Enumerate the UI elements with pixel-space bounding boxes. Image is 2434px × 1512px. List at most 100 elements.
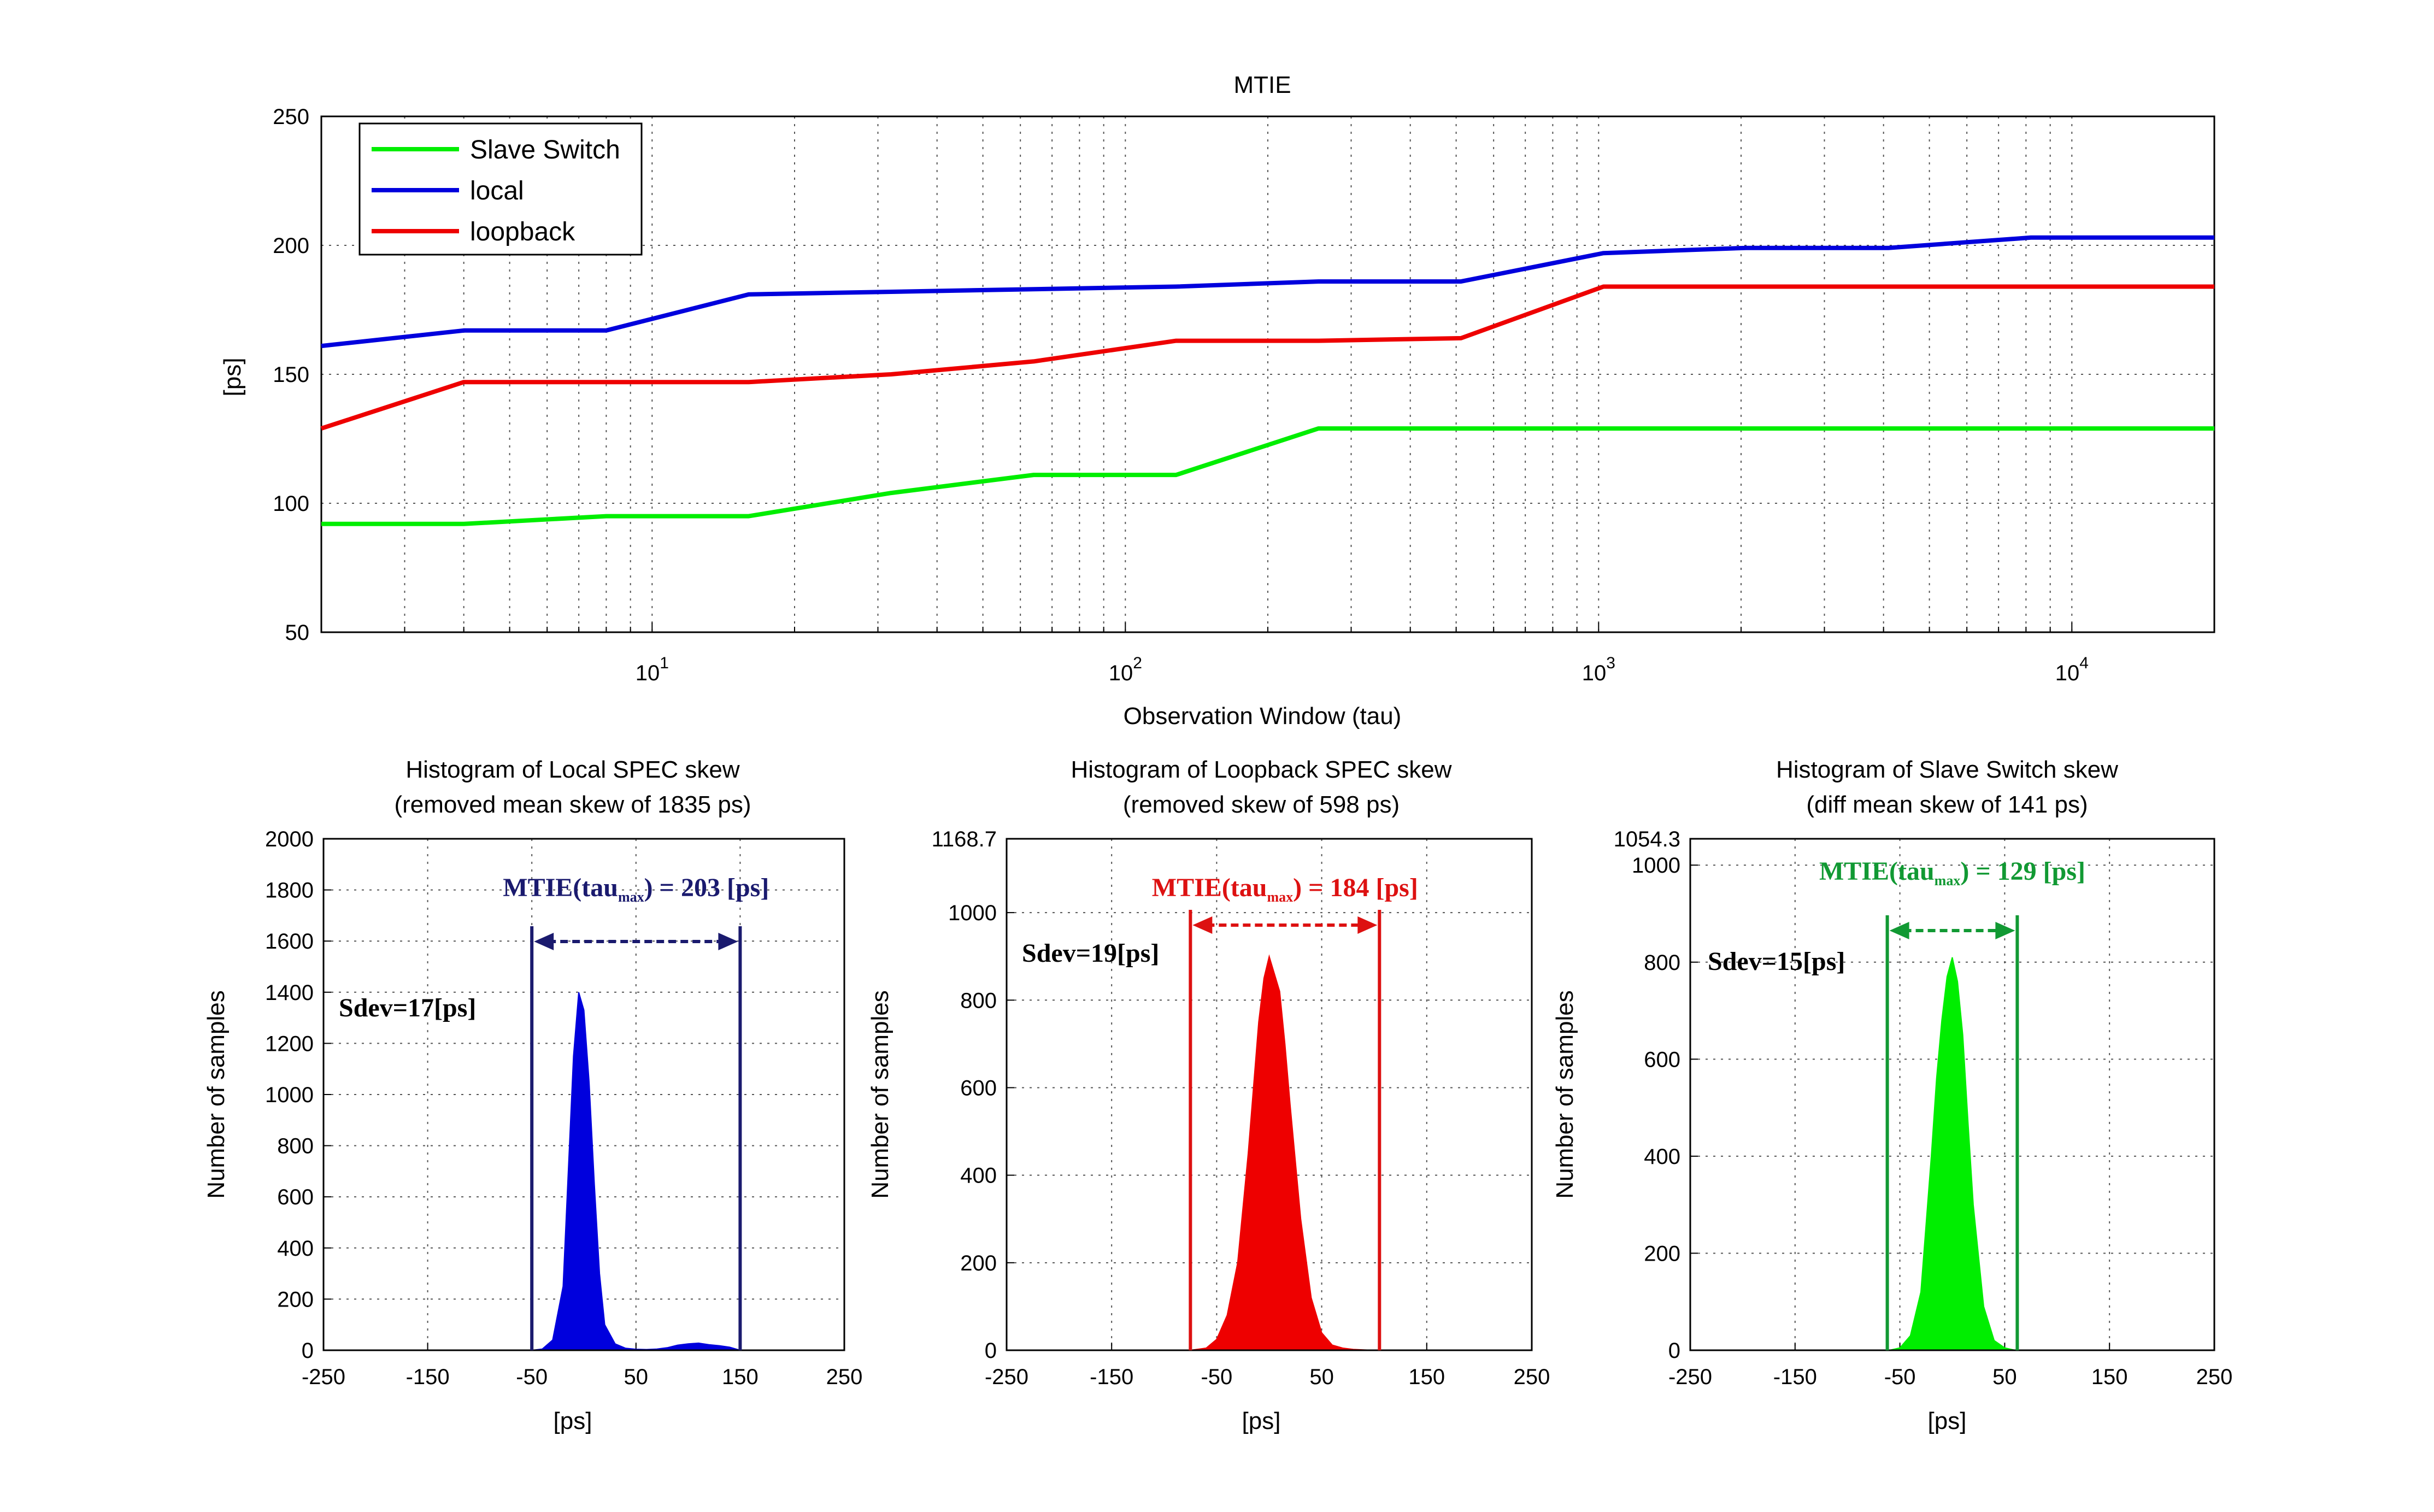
hist-slave-subtitle: (diff mean skew of 141 ps) xyxy=(1806,791,2088,818)
hist-local-ylabel: Number of samples xyxy=(203,990,230,1198)
sdev-annotation: Sdev=17[ps] xyxy=(339,993,476,1022)
hist-axes-box xyxy=(1689,838,2215,1351)
mtie-series xyxy=(320,235,2214,526)
hist-ytick-label: 600 xyxy=(1644,1048,1680,1072)
hist-ytick-label: 1168.7 xyxy=(932,827,997,851)
hist-ytick-label: 400 xyxy=(277,1237,314,1261)
mtie-legend: Slave Switch local loopback xyxy=(358,122,643,256)
mtie-annotation: MTIE(taumax) = 203 [ps] xyxy=(503,873,769,905)
mtie-chart: MTIE 50 100 150 200 250 101 102 103 104 Observat… xyxy=(219,72,2215,729)
hist-ytick-label: 1000 xyxy=(265,1083,314,1107)
hist-xtick-label: 150 xyxy=(2091,1365,2128,1389)
hist-xtick-label: 50 xyxy=(1309,1365,1334,1389)
hist-xtick-label: -250 xyxy=(302,1365,345,1389)
hist-xtick-label: 150 xyxy=(1408,1365,1445,1389)
hist-ytick-label: 800 xyxy=(277,1134,314,1158)
mtie-xlabel: Observation Window (tau) xyxy=(1124,703,1402,729)
hist-ytick-label: 800 xyxy=(1644,951,1680,975)
legend-label-slave-switch: Slave Switch xyxy=(470,136,620,164)
mtie-ytick-label: 200 xyxy=(273,234,309,258)
hist-loopback-subtitle: (removed skew of 598 ps) xyxy=(1123,791,1400,818)
hist-xtick-label: -150 xyxy=(1090,1365,1133,1389)
hist-bars xyxy=(1190,954,1374,1351)
hist-ytick-label: 0 xyxy=(302,1339,314,1363)
mtie-xtick-label: 104 xyxy=(2055,654,2089,685)
mtie-title: MTIE xyxy=(1233,72,1291,98)
hist-ytick-label: 400 xyxy=(1644,1145,1680,1169)
hist-xtick-label: 50 xyxy=(624,1365,649,1389)
hist-xtick-label: -50 xyxy=(1884,1365,1916,1389)
mtie-series-line-local xyxy=(321,235,2214,349)
hist-ytick-label: 1800 xyxy=(265,879,314,903)
mtie-arrow-head-right xyxy=(718,933,738,950)
hist-loopback-xlabel: [ps] xyxy=(1242,1408,1281,1434)
mtie-xtick-label: 101 xyxy=(636,654,669,685)
hist-slave-title: Histogram of Slave Switch skew xyxy=(1776,756,2118,783)
hist-xtick-label: 250 xyxy=(826,1365,863,1389)
hist-ytick-label: 1400 xyxy=(265,981,314,1005)
hist-xtick-label: -250 xyxy=(1668,1365,1712,1389)
hist-ytick-label: 400 xyxy=(960,1164,997,1188)
hist-slave-ylabel: Number of samples xyxy=(1551,990,1578,1198)
hist-xtick-label: -150 xyxy=(1773,1365,1817,1389)
histogram-local: Histogram of Local SPEC skew (removed me… xyxy=(203,756,862,1434)
mtie-ytick-label: 250 xyxy=(273,105,309,129)
hist-xtick-label: -250 xyxy=(985,1365,1028,1389)
hist-bars xyxy=(1889,957,2015,1351)
hist-ytick-label: 200 xyxy=(960,1251,997,1275)
hist-ytick-label: 1054.3 xyxy=(1614,827,1680,851)
hist-loopback-ylabel: Number of samples xyxy=(867,990,893,1198)
mtie-arrow-head-right xyxy=(1995,922,2015,939)
hist-xtick-label: -50 xyxy=(516,1365,548,1389)
mtie-ytick-label: 50 xyxy=(285,621,310,645)
hist-axes-box xyxy=(322,838,845,1351)
mtie-series-line-slave-switch xyxy=(321,426,2214,526)
hist-ytick-label: 200 xyxy=(1644,1242,1680,1266)
histogram-loopback: Histogram of Loopback SPEC skew (removed… xyxy=(867,756,1550,1434)
hist-ytick-label: 1600 xyxy=(265,929,314,954)
mtie-arrow-head-left xyxy=(534,933,554,950)
hist-loopback-title: Histogram of Loopback SPEC skew xyxy=(1071,756,1452,783)
mtie-annotation: MTIE(taumax) = 129 [ps] xyxy=(1819,857,2085,889)
hist-ytick-label: 0 xyxy=(1668,1339,1680,1363)
mtie-ytick-label: 150 xyxy=(273,363,309,387)
legend-label-local: local xyxy=(470,177,524,205)
mtie-xtick-label: 102 xyxy=(1109,654,1142,685)
hist-ytick-label: 0 xyxy=(985,1339,997,1363)
sdev-annotation: Sdev=19[ps] xyxy=(1022,939,1159,968)
mtie-annotation: MTIE(taumax) = 184 [ps] xyxy=(1152,873,1418,905)
hist-xtick-label: 150 xyxy=(722,1365,759,1389)
mtie-arrow-head-left xyxy=(1192,916,1213,934)
hist-xtick-label: -150 xyxy=(406,1365,450,1389)
hist-local-xlabel: [ps] xyxy=(554,1408,592,1434)
hist-ytick-label: 600 xyxy=(960,1076,997,1100)
mtie-xtick-label: 103 xyxy=(1582,654,1615,685)
mtie-ytick-label: 100 xyxy=(273,492,309,516)
hist-local-subtitle: (removed mean skew of 1835 ps) xyxy=(395,791,751,818)
mtie-arrow-head-right xyxy=(1357,916,1378,934)
legend-label-loopback: loopback xyxy=(470,217,575,246)
hist-ytick-label: 1200 xyxy=(265,1032,314,1056)
hist-axes-box xyxy=(1006,838,1533,1351)
sdev-annotation: Sdev=15[ps] xyxy=(1708,947,1845,976)
hist-ytick-label: 1000 xyxy=(948,901,997,925)
hist-slave-xlabel: [ps] xyxy=(1928,1408,1967,1434)
hist-ytick-label: 800 xyxy=(960,989,997,1013)
mtie-arrow-head-left xyxy=(1889,922,1909,939)
hist-xtick-label: 250 xyxy=(1514,1365,1550,1389)
mtie-grid xyxy=(321,116,2214,632)
mtie-ylabel: [ps] xyxy=(219,358,246,397)
hist-bars xyxy=(532,992,740,1351)
hist-ytick-label: 200 xyxy=(277,1287,314,1311)
hist-xtick-label: 250 xyxy=(2196,1365,2233,1389)
hist-ytick-label: 2000 xyxy=(265,827,314,851)
mtie-ticks: 50 100 150 200 250 101 102 103 104 xyxy=(273,105,2089,685)
hist-xtick-label: 50 xyxy=(1992,1365,2017,1389)
mtie-series-line-loopback xyxy=(320,284,2214,431)
histogram-slave-switch: Histogram of Slave Switch skew (diff mea… xyxy=(1551,756,2232,1434)
hist-local-title: Histogram of Local SPEC skew xyxy=(405,756,740,783)
hist-xtick-label: -50 xyxy=(1201,1365,1232,1389)
hist-ytick-label: 1000 xyxy=(1632,854,1680,878)
hist-ytick-label: 600 xyxy=(277,1185,314,1209)
